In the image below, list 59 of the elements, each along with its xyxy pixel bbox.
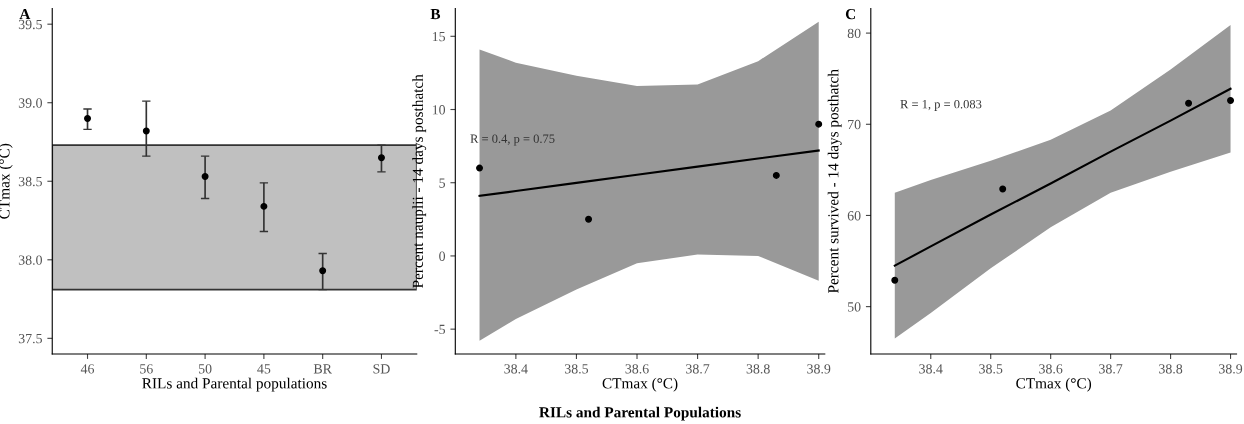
x-axis-title: RILs and Parental populations <box>142 377 327 392</box>
x-tick-label: 38.5 <box>979 364 1003 374</box>
y-tick-label: 39.0 <box>18 98 42 108</box>
x-tick-label: 38.7 <box>1099 364 1123 374</box>
y-axis-title: Percent survived - 14 days posthatch <box>827 69 842 294</box>
x-tick-label: 38.6 <box>1039 364 1063 374</box>
y-tick-label: 0 <box>439 251 446 261</box>
point <box>377 154 385 162</box>
point <box>999 185 1007 193</box>
x-tick-label: 38.5 <box>564 364 589 374</box>
y-tick-label: 37.5 <box>18 333 42 344</box>
x-tick-label: 38.6 <box>625 364 649 374</box>
x-tick-label: SD <box>373 364 390 374</box>
annotation: R = 1, p = 0.083 <box>900 99 982 111</box>
y-tick-label: 70 <box>848 119 861 130</box>
y-tick-label: 60 <box>847 211 861 221</box>
y-tick-label: -5 <box>434 324 446 335</box>
point <box>201 173 209 181</box>
x-tick-label: 38.8 <box>1159 364 1183 374</box>
y-axis-title: Percent nauplii - 14 days posthatch <box>412 74 427 288</box>
point <box>815 120 823 128</box>
x-tick-label: 38.4 <box>919 364 943 374</box>
point <box>260 202 268 210</box>
x-axis-title: CTmax (°C) <box>1016 377 1092 392</box>
x-tick-label: 56 <box>140 364 153 374</box>
x-tick-label: 45 <box>257 364 271 374</box>
y-tick-label: 5 <box>439 178 446 188</box>
x-tick-label: 46 <box>80 364 95 374</box>
point <box>1227 97 1235 105</box>
chart-title: C <box>845 8 856 20</box>
point <box>891 276 899 284</box>
x-axis-title: CTmax (°C) <box>602 377 678 392</box>
point <box>585 215 593 223</box>
y-tick-label: 39.5 <box>18 19 42 30</box>
line-series <box>893 87 1232 267</box>
point <box>476 164 484 172</box>
point <box>772 171 780 179</box>
y-tick-label: 15 <box>432 31 446 42</box>
x-tick-label: 38.4 <box>504 364 528 374</box>
point <box>319 267 327 275</box>
y-tick-label: 38.5 <box>18 176 42 187</box>
annotation: R = 0.4, p = 0.75 <box>470 134 555 146</box>
x-tick-label: BR <box>313 364 332 374</box>
point <box>84 114 91 122</box>
chart-title: B <box>430 9 441 20</box>
x-tick-label: 38.8 <box>746 364 770 374</box>
x-tick-label: 38.9 <box>1219 364 1243 374</box>
x-tick-label: 38.7 <box>686 364 710 374</box>
y-tick-label: 10 <box>432 105 446 115</box>
x-tick-label: 38.9 <box>807 364 831 374</box>
y-tick-label: 80 <box>847 28 861 39</box>
line-series <box>478 149 820 197</box>
y-tick-label: 50 <box>848 302 861 312</box>
chart-title: A <box>19 9 31 20</box>
x-tick-label: 50 <box>198 364 212 374</box>
text: RILs and Parental Populations <box>539 406 741 421</box>
y-tick-label: 38.0 <box>18 255 42 265</box>
point <box>142 127 150 135</box>
point <box>1185 99 1193 107</box>
